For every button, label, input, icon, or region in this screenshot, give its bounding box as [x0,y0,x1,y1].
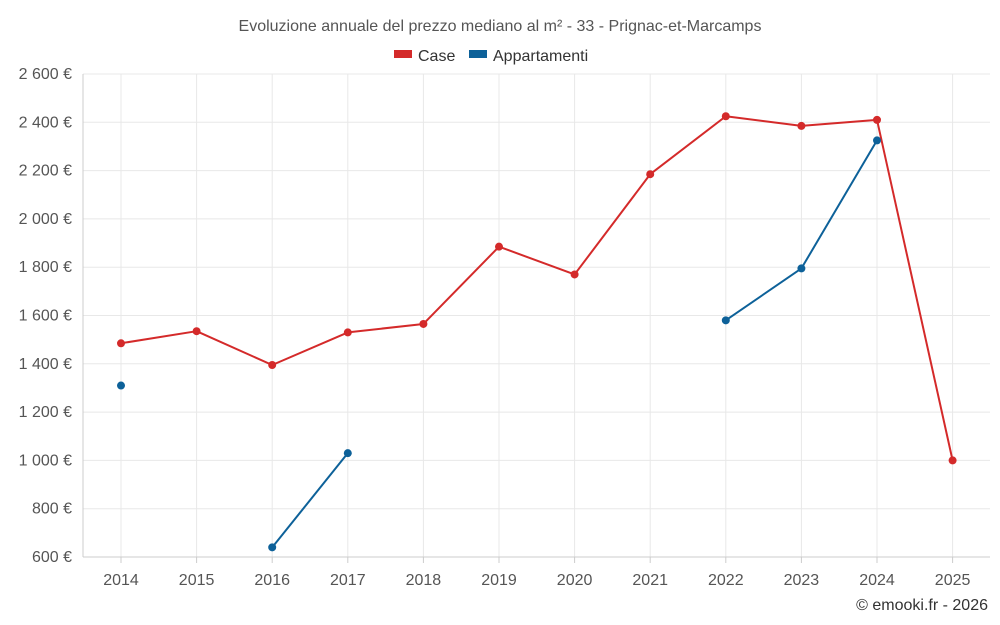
x-tick-label: 2024 [859,572,895,589]
legend-swatch-appartamenti [469,50,487,58]
data-point-case[interactable] [721,112,730,121]
series-line-appartamenti [271,452,349,548]
y-tick-label: 1 200 € [19,404,72,421]
x-tick-label: 2019 [481,572,517,589]
data-point-case[interactable] [948,456,957,465]
x-tick-label: 2015 [179,572,215,589]
data-point-case[interactable] [268,361,277,370]
legend: Case Appartamenti [394,48,588,65]
data-point-case[interactable] [117,339,125,348]
data-point-appartamenti[interactable] [343,449,352,458]
legend-label-case[interactable]: Case [418,48,455,65]
y-tick-label: 1 800 € [19,259,72,276]
legend-label-appartamenti[interactable]: Appartamenti [493,48,588,65]
data-point-appartamenti[interactable] [117,381,125,390]
y-axis: 600 € 800 € 1 000 € 1 200 € 1 400 € 1 600 € 1 … [19,66,72,566]
y-tick-label: 1 000 € [19,452,72,469]
data-point-case[interactable] [646,170,655,179]
x-tick-label: 2023 [784,572,820,589]
credit: © emooki.fr - 2026 [856,597,988,614]
data-point-appartamenti[interactable] [873,136,881,145]
x-tick-label: 2016 [254,572,290,589]
x-tick-label: 2025 [935,572,971,589]
x-tick-label: 2014 [103,572,139,589]
y-tick-label: 800 € [32,501,72,518]
y-tick-label: 600 € [32,549,72,566]
y-tick-label: 1 400 € [19,356,72,373]
data-point-case[interactable] [797,121,806,130]
data-point-case[interactable] [343,328,352,337]
data-point-case[interactable] [873,115,881,124]
data-point-appartamenti[interactable] [797,264,806,273]
grid [83,73,990,558]
y-tick-label: 2 400 € [19,114,72,131]
x-tick-label: 2020 [557,572,593,589]
data-point-case[interactable] [570,270,579,279]
legend-swatch-case [394,50,412,58]
data-point-appartamenti[interactable] [268,543,277,552]
x-axis: 2014 2015 2016 2017 2018 2019 2020 2021 2022 2023… [82,74,990,589]
y-tick-label: 2 600 € [19,66,72,83]
y-tick-label: 2 000 € [19,211,72,228]
chart-title: Evoluzione annuale del prezzo mediano al… [239,18,762,35]
data-point-case[interactable] [419,319,428,328]
x-tick-label: 2017 [330,572,366,589]
data-point-case[interactable] [495,242,503,251]
x-tick-label: 2018 [406,572,442,589]
y-tick-label: 2 200 € [19,163,72,180]
x-tick-label: 2021 [632,572,668,589]
series-line-case [120,115,954,461]
x-tick-label: 2022 [708,572,744,589]
y-tick-label: 1 600 € [19,308,72,325]
series-group [117,112,957,552]
data-point-appartamenti[interactable] [721,316,730,325]
data-point-case[interactable] [192,327,201,336]
